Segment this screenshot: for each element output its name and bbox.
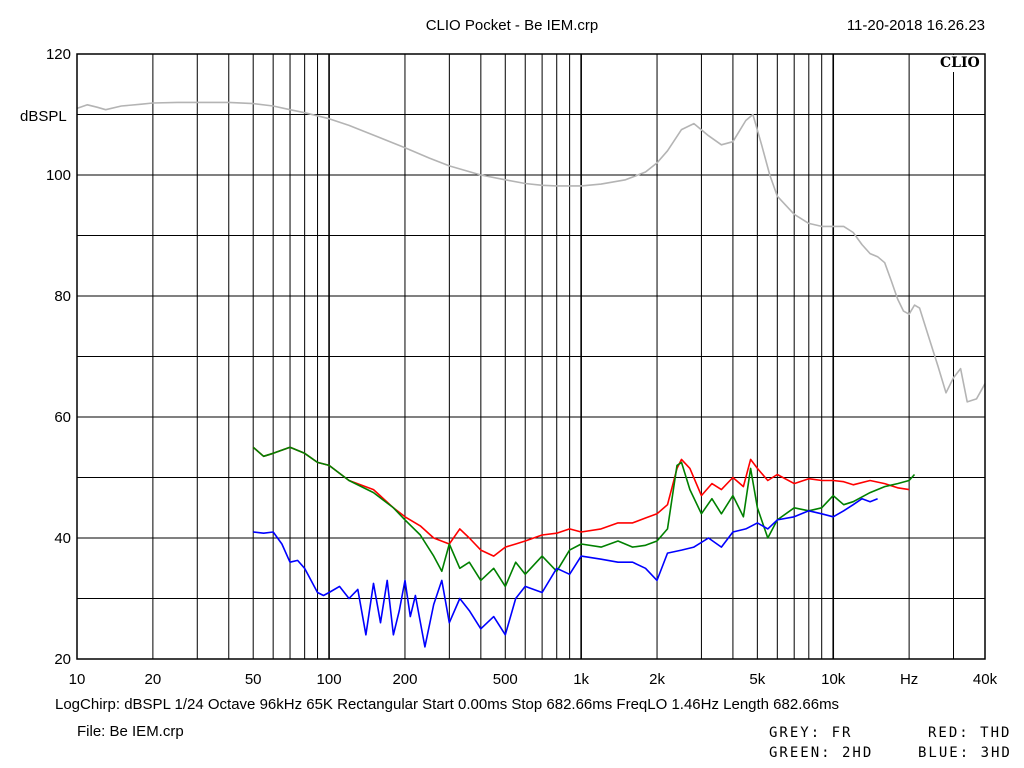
x-tick-label: 50 [245, 671, 262, 688]
x-tick-label: 5k [749, 671, 765, 688]
y-axis-label: dBSPL [20, 108, 67, 125]
y-tick-label: 20 [54, 651, 71, 668]
x-tick-label: 10k [821, 671, 846, 688]
x-tick-label: 20 [145, 671, 162, 688]
x-tick-label: 100 [317, 671, 342, 688]
brand-logo-backdrop [937, 55, 983, 72]
x-tick-labels: 10 20 50 100 200 500 1k 2k 5k 10k Hz 40k [69, 671, 998, 688]
file-name: File: Be IEM.crp [77, 723, 184, 740]
data-series [76, 101, 986, 648]
x-tick-label: 10 [69, 671, 86, 688]
x-tick-label: 1k [573, 671, 589, 688]
y-tick-labels: 120 100 80 60 40 20 [46, 46, 71, 668]
brand-logo: CLIO [940, 55, 980, 71]
x-tick-label: 200 [392, 671, 417, 688]
x-tick-label: 500 [493, 671, 518, 688]
y-tick-label: 100 [46, 167, 71, 184]
plot-frame [76, 53, 986, 660]
grid-lines [77, 54, 985, 659]
series-3hd-line [253, 497, 878, 648]
x-tick-label: 2k [649, 671, 665, 688]
chart-title: CLIO Pocket - Be IEM.crp [425, 17, 599, 34]
y-tick-label: 40 [54, 530, 71, 547]
y-tick-label: 120 [46, 46, 71, 63]
measurement-settings: LogChirp: dBSPL 1/24 Octave 96kHz 65K Re… [55, 696, 840, 713]
timestamp: 11-20-2018 16.26.23 [846, 17, 985, 34]
x-tick-label: Hz [900, 671, 918, 688]
legend-red-thd: RED: THD [928, 725, 1012, 741]
legend-green-2hd: GREEN: 2HD [769, 745, 874, 761]
y-tick-label: 60 [54, 409, 71, 426]
legend-grey-fr: GREY: FR [769, 725, 853, 741]
series-fr-line [76, 101, 986, 403]
legend-blue-3hd: BLUE: 3HD [918, 745, 1012, 761]
x-tick-label: 40k [973, 671, 998, 688]
y-tick-label: 80 [54, 288, 71, 305]
